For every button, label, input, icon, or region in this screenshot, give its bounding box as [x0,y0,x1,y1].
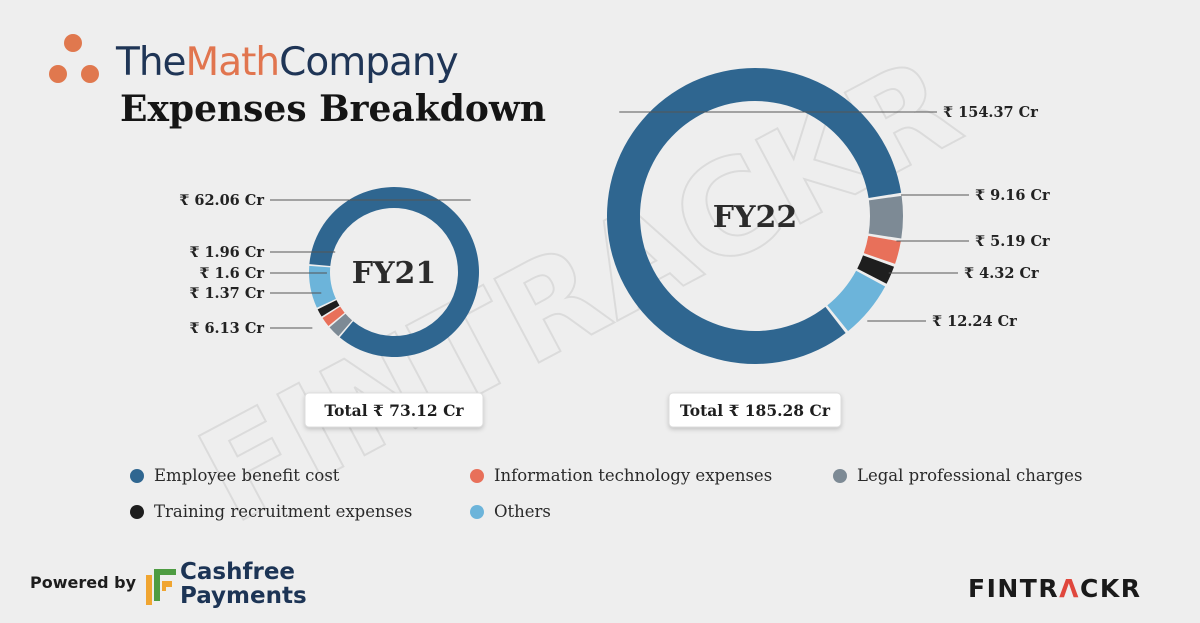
data-label: ₹ 154.37 Cr [943,104,1038,121]
legend-swatch [833,468,847,483]
company-logo-text: TheMathCompany [116,40,459,85]
legend-swatch [470,504,484,519]
data-label: ₹ 62.06 Cr [179,192,264,209]
total-box [304,392,484,428]
donut-chart-fy22: FY22 ₹ 154.37 Cr ₹ 9.16 Cr ₹ 5.19 Cr ₹ 4.32 … [607,68,1050,428]
cashfree-logo-text: Cashfree Payments [180,559,307,609]
slice-legal [329,313,353,337]
powered-by-label: Powered by [30,573,136,592]
legend-item-employee: Employee benefit cost [130,466,339,485]
slice-training [317,300,340,317]
page-title: Expenses Breakdown [120,88,547,130]
data-label: ₹ 4.32 Cr [964,265,1039,282]
legend-item-others: Others [470,502,551,521]
data-label: ₹ 1.37 Cr [189,285,264,302]
data-label: ₹ 6.13 Cr [189,320,264,337]
data-label: ₹ 9.16 Cr [975,187,1050,204]
legend-item-it: Information technology expenses [470,466,772,485]
chart-title: FY21 [352,256,436,291]
total-box [668,392,842,428]
slice-it [322,306,345,327]
data-label: ₹ 1.6 Cr [199,265,264,282]
fintrackr-logo: FINTRΛCKR [968,574,1142,603]
slice-training [857,255,895,284]
data-label: ₹ 12.24 Cr [932,313,1017,330]
data-label: ₹ 1.96 Cr [189,244,264,261]
data-label: ₹ 5.19 Cr [975,233,1050,250]
total-label: Total ₹ 73.12 Cr [324,401,464,420]
slice-others [827,270,886,332]
legend-swatch [130,504,144,519]
donut-chart-fy21: FY21 ₹ 62.06 Cr ₹ 1.96 Cr ₹ 1.6 Cr ₹ 1.37 Cr… [179,186,484,428]
slice-others [309,265,336,308]
cashfree-logo-icon [146,569,176,605]
slice-it [863,235,901,264]
total-label: Total ₹ 185.28 Cr [680,401,831,420]
slice-legal [868,195,903,239]
chart-title: FY22 [713,200,797,235]
legend-swatch [130,468,144,483]
legend-item-training: Training recruitment expenses [130,502,412,521]
legend-swatch [470,468,484,483]
themathcompany-logo-icon [49,34,99,83]
legend-item-legal: Legal professional charges [833,466,1082,485]
